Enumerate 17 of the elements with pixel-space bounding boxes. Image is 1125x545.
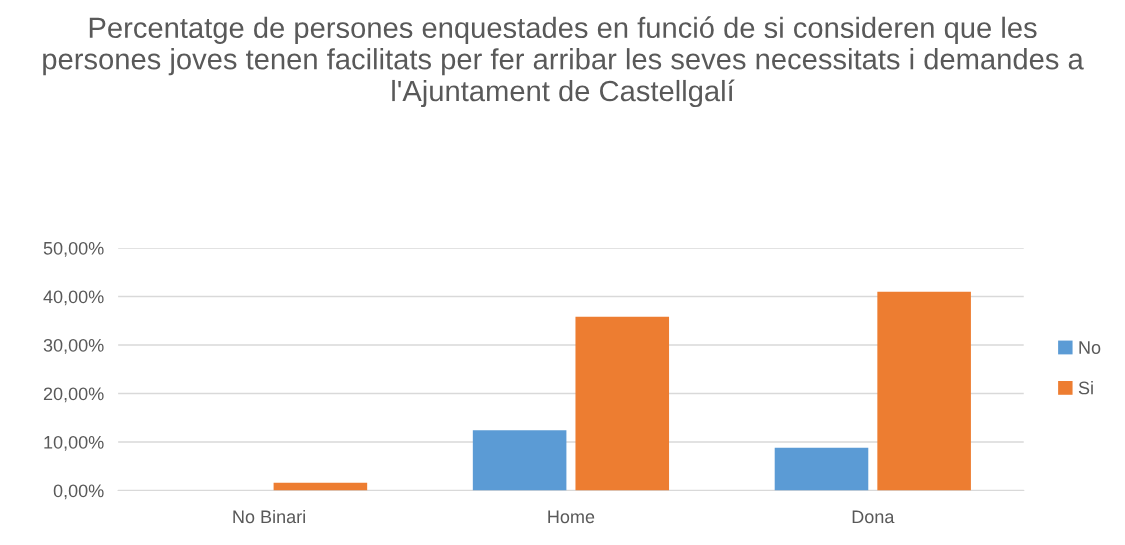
- bar: [472, 430, 567, 491]
- y-tick-label: 50,00%: [43, 241, 104, 257]
- legend-label: Si: [1078, 381, 1093, 395]
- bar: [877, 291, 971, 491]
- bar: [273, 482, 368, 491]
- bar: [774, 447, 869, 491]
- y-tick-label: 40,00%: [43, 290, 104, 306]
- chart-title: Percentatge de persones enquestades en funció de si consideren que les persones joves tenen facilitats per fer arribar les seves necessitats i demandes a l'Ajuntament de Castellgalí: [43, 16, 1084, 108]
- y-tick-label: 20,00%: [43, 387, 104, 403]
- x-tick-label: Home: [548, 510, 595, 524]
- y-tick-label: 30,00%: [43, 338, 104, 354]
- legend-label: No: [1079, 341, 1101, 354]
- y-tick-label: 10,00%: [44, 435, 104, 451]
- bar: [575, 316, 670, 491]
- x-tick-label: Dona: [852, 510, 895, 524]
- x-tick-label: No Binari: [233, 509, 305, 524]
- y-tick-label: 0,00%: [53, 484, 104, 500]
